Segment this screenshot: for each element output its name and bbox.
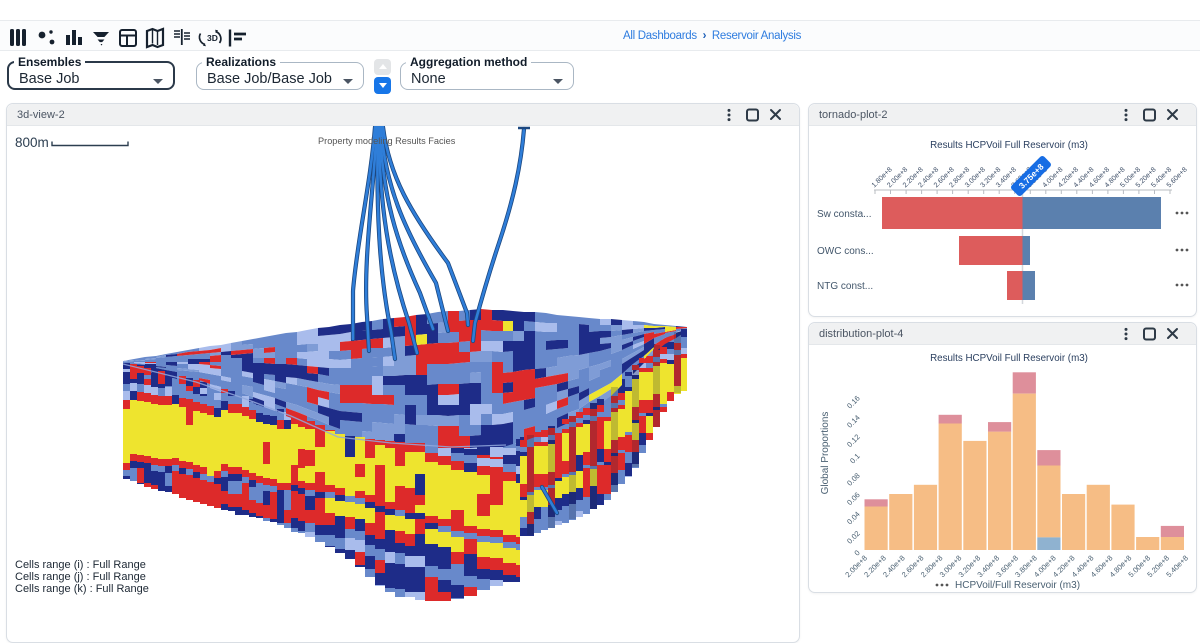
svg-text:3D: 3D xyxy=(207,33,218,43)
svg-text:0: 0 xyxy=(852,548,861,557)
svg-text:0.16: 0.16 xyxy=(845,394,862,411)
svg-text:0.14: 0.14 xyxy=(845,413,862,430)
svg-text:0.02: 0.02 xyxy=(845,529,862,546)
svg-text:NTG const...: NTG const... xyxy=(817,281,873,292)
svg-text:0.08: 0.08 xyxy=(845,471,862,488)
svg-text:0.04: 0.04 xyxy=(845,510,862,527)
svg-text:0.12: 0.12 xyxy=(845,432,862,449)
svg-text:Global Proportions: Global Proportions xyxy=(820,412,831,495)
svg-text:OWC cons...: OWC cons... xyxy=(817,246,874,257)
svg-text:Results HCPVoil Full Reservoir: Results HCPVoil Full Reservoir (m3) xyxy=(930,140,1088,151)
svg-text:Results HCPVoil Full Reservoir: Results HCPVoil Full Reservoir (m3) xyxy=(930,353,1088,364)
svg-text:0.1: 0.1 xyxy=(848,452,862,466)
svg-text:0.06: 0.06 xyxy=(845,490,862,507)
svg-text:Sw consta...: Sw consta... xyxy=(817,209,871,220)
svg-text:HCPVoil/Full Reservoir (m3): HCPVoil/Full Reservoir (m3) xyxy=(955,580,1080,591)
